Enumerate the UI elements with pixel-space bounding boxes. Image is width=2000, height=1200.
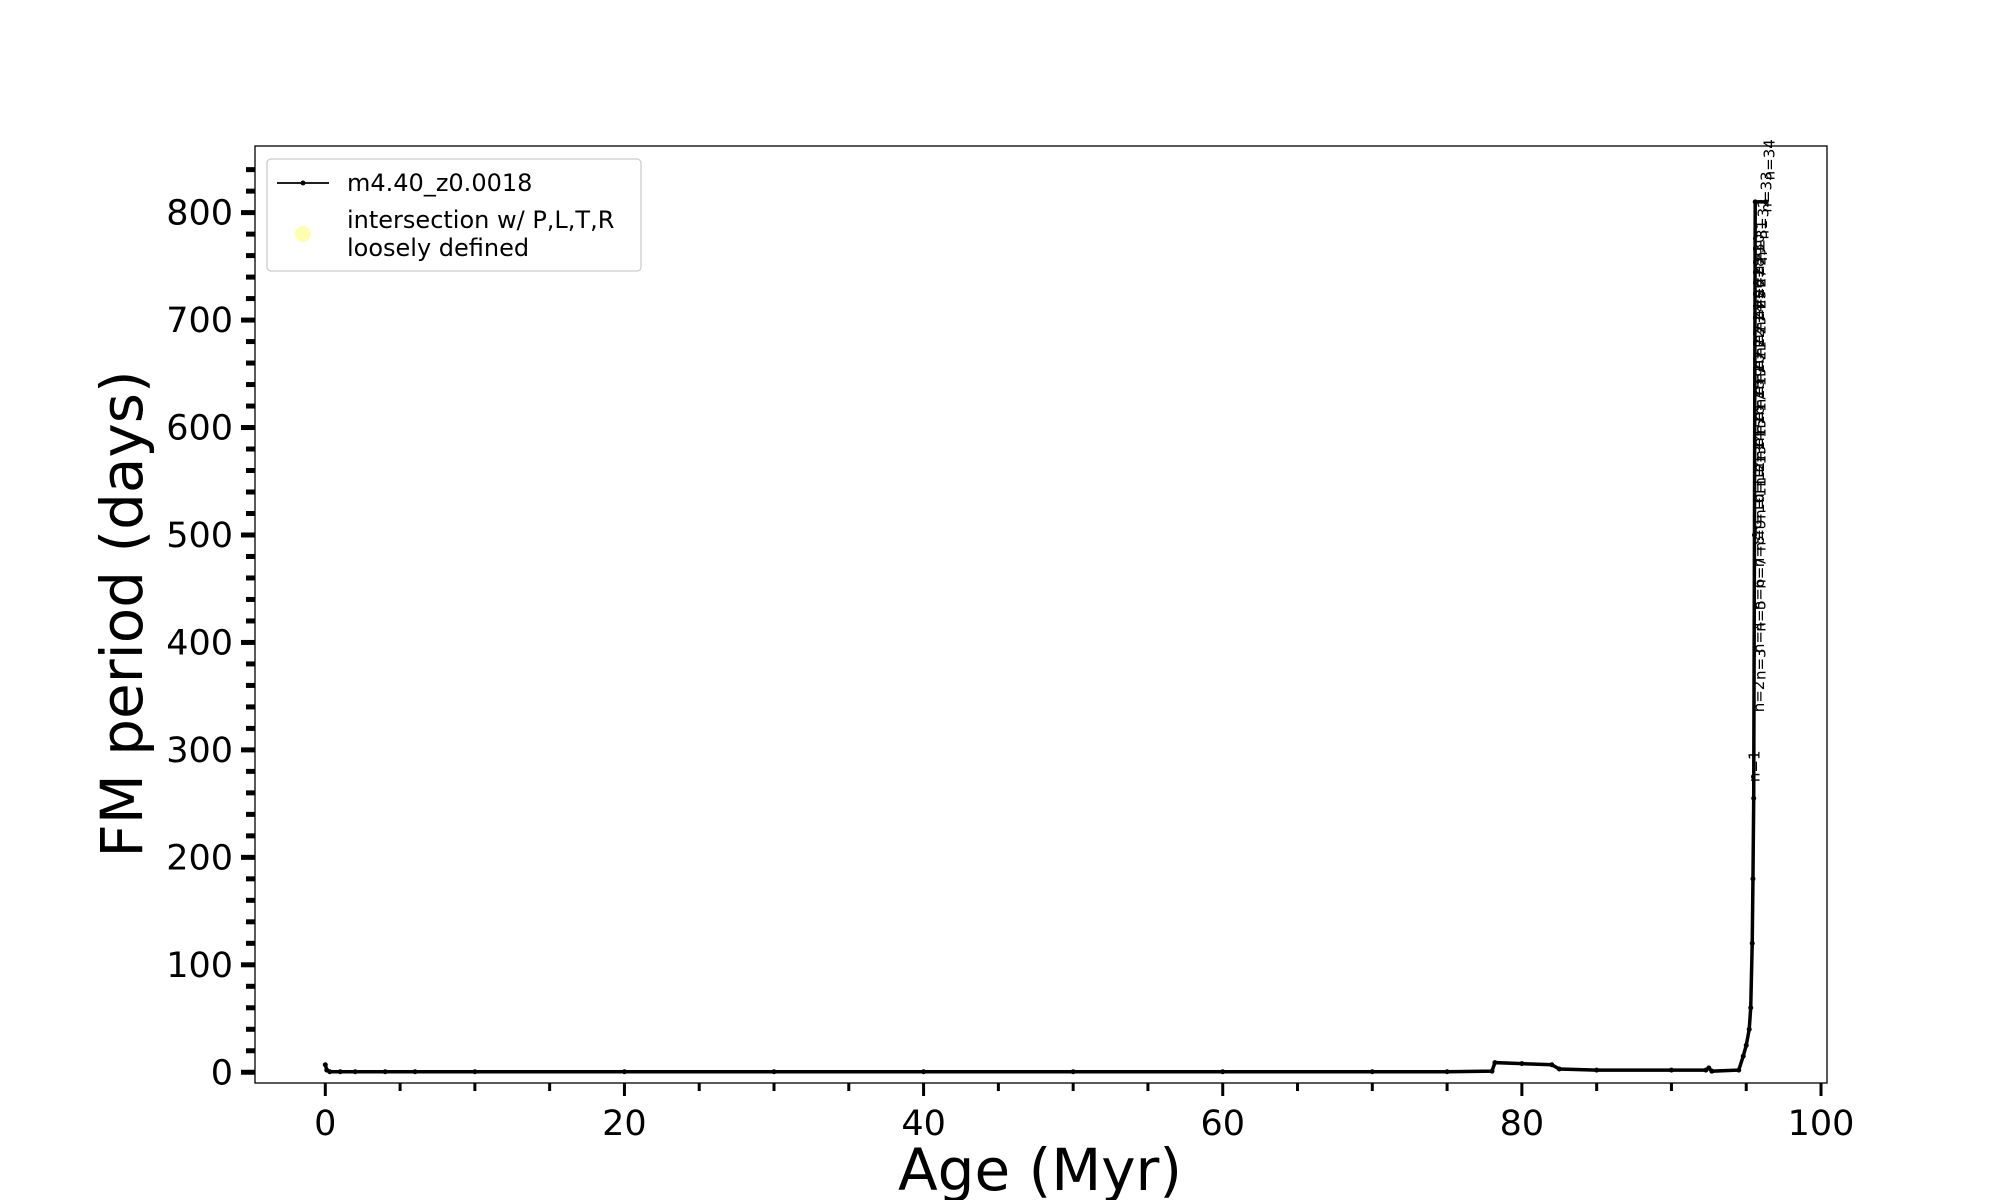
annotation: n=11 — [1752, 478, 1770, 519]
x-tick-label: 80 — [1500, 1104, 1545, 1144]
annotation: n=3 — [1752, 648, 1770, 680]
y-tick-label: 800 — [166, 194, 233, 234]
point-marker — [1763, 199, 1769, 205]
point-marker — [1070, 1069, 1076, 1075]
point-marker — [1594, 1067, 1600, 1073]
plot-frame — [254, 145, 1828, 1084]
y-tick-label: 100 — [166, 946, 233, 986]
annotation: n=20 — [1750, 354, 1768, 395]
point-marker — [472, 1069, 478, 1075]
annotation: n=17 — [1752, 393, 1770, 434]
annotation: n=23 — [1752, 315, 1770, 356]
point-marker — [1220, 1069, 1226, 1075]
x-axis-label: Age (Myr) — [898, 1136, 1182, 1200]
y-tick-label: 600 — [166, 409, 233, 449]
x-tick-label: 40 — [901, 1104, 946, 1144]
point-marker — [1750, 876, 1756, 882]
annotation: n=4 — [1750, 622, 1768, 654]
y-tick-label: 0 — [211, 1053, 233, 1093]
point-marker — [1749, 940, 1755, 946]
annotation: n=13 — [1752, 445, 1770, 486]
legend-marker — [300, 180, 306, 186]
point-marker — [1740, 1053, 1746, 1059]
annotation: n=18 — [1750, 380, 1768, 421]
point-marker — [1748, 1005, 1754, 1011]
annotation: n=21 — [1752, 341, 1770, 382]
point-marker — [1751, 795, 1757, 801]
annotation: n=27 — [1752, 268, 1770, 309]
y-tick-label: 500 — [166, 516, 233, 556]
annotation: n=29 — [1752, 247, 1770, 288]
annotation: n=24 — [1750, 303, 1768, 344]
point-marker — [921, 1069, 927, 1075]
y-tick-label: 300 — [166, 731, 233, 771]
annotation: n=31 — [1753, 220, 1771, 261]
annotation: n=16 — [1750, 406, 1768, 447]
annotation: n=12 — [1750, 462, 1768, 503]
legend-label: intersection w/ P,L,T,R loosely defined — [347, 206, 614, 262]
legend-label: m4.40_z0.0018 — [347, 169, 532, 197]
annotation: n=28 — [1750, 257, 1768, 298]
point-marker — [1709, 1068, 1715, 1074]
annotation: n=10 — [1750, 494, 1768, 535]
annotation: n=9 — [1752, 519, 1770, 551]
point-marker — [327, 1069, 333, 1075]
y-tick-label: 400 — [166, 623, 233, 663]
x-tick-label: 60 — [1200, 1104, 1245, 1144]
point-marker — [1444, 1069, 1450, 1075]
annotation: n=5 — [1752, 600, 1770, 632]
y-tick-label: 700 — [166, 301, 233, 341]
annotation: n=2 — [1750, 681, 1768, 713]
legend-box — [266, 158, 642, 272]
annotation: n=7 — [1752, 557, 1770, 589]
annotation: n=30 — [1750, 234, 1768, 275]
point-marker — [352, 1069, 358, 1075]
point-marker — [1492, 1060, 1498, 1066]
annotation: n=19 — [1752, 367, 1770, 408]
annotation: n=6 — [1750, 579, 1768, 611]
point-marker — [621, 1069, 627, 1075]
point-marker — [1736, 1067, 1742, 1073]
point-marker — [1369, 1069, 1375, 1075]
annotation: n=8 — [1750, 536, 1768, 568]
point-marker — [412, 1069, 418, 1075]
point-marker — [322, 1062, 328, 1068]
point-marker — [1751, 532, 1757, 538]
annotation: n=26 — [1750, 279, 1768, 320]
x-tick-label: 100 — [1788, 1104, 1855, 1144]
point-marker — [1752, 199, 1758, 205]
point-marker — [1743, 1042, 1749, 1048]
point-marker — [1489, 1068, 1495, 1074]
annotation: n=15 — [1752, 419, 1770, 460]
point-marker — [337, 1069, 343, 1075]
y-tick-label: 200 — [166, 838, 233, 878]
annotation: n=22 — [1750, 328, 1768, 369]
point-marker — [1556, 1066, 1562, 1072]
point-marker — [1519, 1061, 1525, 1067]
annotation: n=33 — [1758, 171, 1776, 212]
point-marker — [382, 1069, 388, 1075]
annotation: n=25 — [1752, 290, 1770, 331]
series-line — [323, 200, 1766, 1074]
x-tick-label: 20 — [602, 1104, 647, 1144]
annotation: n=32 — [1755, 198, 1773, 239]
y-axis-label: FM period (days) — [88, 370, 156, 857]
annotation: n=1 — [1746, 751, 1764, 783]
point-marker — [771, 1069, 777, 1075]
annotation: n=34 — [1761, 139, 1779, 180]
point-marker — [1549, 1062, 1555, 1068]
point-marker — [1746, 1026, 1752, 1032]
point-marker — [1668, 1067, 1674, 1073]
x-tick-label: 0 — [314, 1104, 336, 1144]
legend-marker — [295, 226, 311, 242]
point-marker — [1706, 1065, 1712, 1071]
annotation: n=14 — [1750, 431, 1768, 472]
